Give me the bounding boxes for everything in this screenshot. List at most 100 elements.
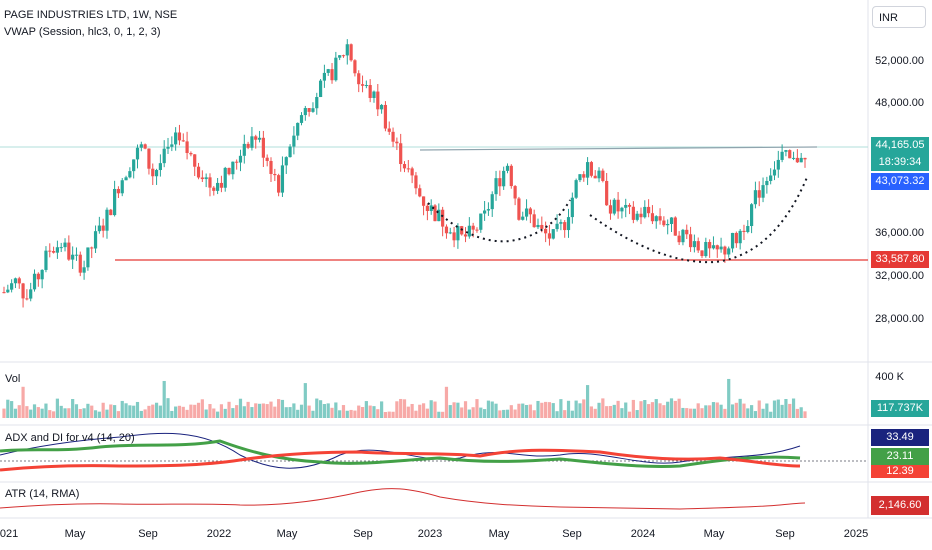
- candle-body: [414, 175, 418, 189]
- candle-body: [608, 205, 613, 214]
- volume-bar: [734, 402, 738, 418]
- candle-body: [395, 141, 399, 144]
- volume-bar: [395, 401, 399, 418]
- candle-body: [242, 143, 246, 156]
- volume-bar: [669, 398, 674, 418]
- time-tick: May: [488, 528, 510, 540]
- candle-body: [170, 144, 174, 147]
- candle-body: [605, 180, 609, 206]
- volume-bar: [761, 408, 765, 418]
- volume-bar: [666, 401, 670, 418]
- vwap-indicator-label[interactable]: VWAP (Session, hlc3, 0, 1, 2, 3): [4, 26, 161, 38]
- candle-body: [13, 278, 18, 284]
- volume-bar: [463, 401, 468, 418]
- candle-body: [227, 167, 231, 175]
- candle-body: [582, 174, 586, 178]
- candle-body: [635, 213, 639, 220]
- candle-body: [418, 188, 422, 197]
- candle-body: [196, 166, 201, 178]
- time-tick: 2024: [630, 528, 656, 540]
- currency-button[interactable]: INR: [872, 6, 926, 28]
- volume-bar: [421, 403, 426, 418]
- candle-body: [2, 292, 6, 294]
- volume-bar: [257, 403, 262, 418]
- candle-body: [250, 136, 254, 148]
- volume-bar: [433, 401, 437, 418]
- candle-body: [650, 213, 655, 222]
- candle-body: [124, 177, 128, 181]
- volume-bar: [509, 405, 513, 418]
- candle-body: [277, 175, 281, 193]
- candle-body: [624, 204, 628, 208]
- price-tick: 32,000.00: [875, 270, 924, 282]
- volume-bar: [700, 408, 704, 418]
- candle-body: [174, 132, 178, 145]
- candle-body: [143, 144, 147, 149]
- atr-pane-title[interactable]: ATR (14, RMA): [5, 488, 80, 500]
- volume-bar: [425, 408, 429, 418]
- volume-bar: [193, 404, 197, 418]
- volume-bar: [536, 400, 540, 418]
- volume-bar: [521, 403, 525, 418]
- volume-bar: [517, 403, 521, 418]
- di-plus-line: [0, 439, 801, 468]
- volume-bar: [391, 411, 395, 418]
- candle-body: [269, 160, 273, 174]
- candle-body: [71, 254, 75, 260]
- candle-body: [765, 180, 769, 186]
- candle-body: [669, 217, 674, 224]
- symbol-title[interactable]: PAGE INDUSTRIES LTD, 1W, NSE: [4, 9, 178, 21]
- volume-bar: [490, 401, 494, 418]
- time-tick: May: [703, 528, 725, 540]
- volume-bar: [727, 378, 731, 418]
- candle-body: [10, 283, 14, 290]
- candle-body: [494, 178, 498, 195]
- volume-bar: [97, 411, 101, 418]
- volume-bar: [780, 404, 784, 418]
- volume-bar: [13, 408, 18, 418]
- volume-bar: [288, 407, 292, 418]
- candle-body: [803, 157, 807, 160]
- volume-bar: [429, 400, 433, 418]
- volume-bar: [715, 402, 719, 418]
- volume-bar: [265, 404, 269, 418]
- candle-body: [696, 241, 700, 251]
- volume-bar: [322, 404, 326, 418]
- candle-body: [128, 171, 132, 178]
- volume-bar: [677, 398, 681, 418]
- candle-body: [521, 216, 525, 220]
- candle-body: [292, 135, 296, 147]
- volume-bar: [330, 407, 334, 418]
- volume-bar: [200, 399, 204, 418]
- volume-bar: [658, 403, 662, 418]
- volume-bar: [746, 408, 750, 418]
- candle-body: [353, 60, 357, 74]
- time-tick: 2022: [206, 528, 232, 540]
- adx-pane-title[interactable]: ADX and DI for v4 (14, 20): [5, 432, 135, 444]
- volume-pane-title[interactable]: Vol: [5, 373, 21, 385]
- atr-tag: 2,146.60: [871, 496, 929, 515]
- volume-bar: [44, 403, 48, 418]
- volume-bar: [296, 409, 300, 418]
- volume-bar: [601, 398, 605, 418]
- candle-body: [574, 180, 578, 198]
- volume-bar: [402, 399, 407, 418]
- candle-body: [284, 157, 288, 166]
- volume-bar: [246, 401, 250, 418]
- candle-body: [254, 136, 258, 140]
- candle-body: [757, 190, 761, 198]
- candle-body: [349, 44, 353, 61]
- volume-bar: [471, 407, 475, 418]
- time-tick: Sep: [562, 528, 582, 540]
- volume-bar: [212, 408, 216, 418]
- candle-body: [727, 248, 731, 255]
- volume-bar: [410, 403, 414, 418]
- volume-bar: [120, 400, 124, 418]
- candle-body: [746, 226, 750, 232]
- candle-body: [677, 235, 681, 243]
- candle-body: [593, 175, 597, 179]
- candle-body: [589, 162, 593, 176]
- volume-bar: [17, 405, 21, 418]
- candle-body: [154, 170, 159, 177]
